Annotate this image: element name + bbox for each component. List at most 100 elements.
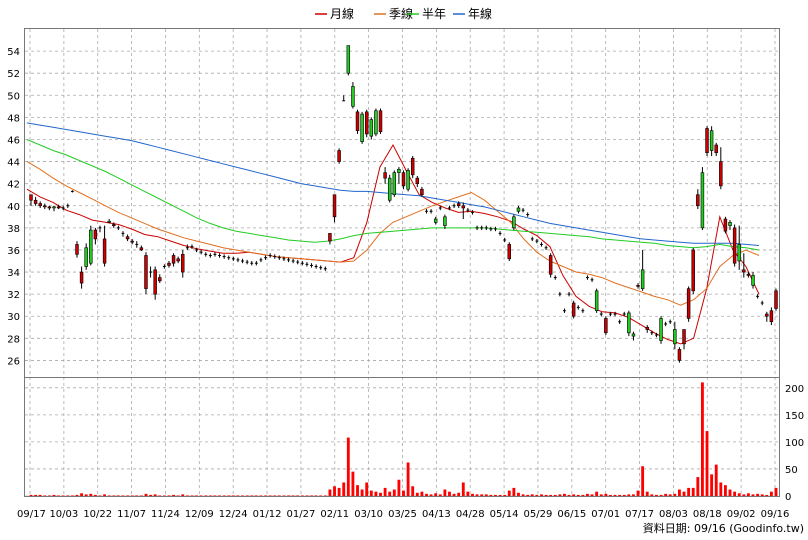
volume-bar (268, 495, 272, 496)
candle-body (176, 258, 180, 262)
candle-body (433, 218, 438, 223)
candle (599, 311, 603, 317)
x-tick-label: 03/25 (388, 509, 417, 520)
candle (415, 175, 420, 187)
candle (526, 212, 530, 217)
volume-bar (93, 494, 97, 496)
volume-bar (461, 482, 465, 496)
x-tick-label: 12/24 (219, 509, 248, 520)
candle (277, 255, 281, 260)
volume-bar (645, 491, 649, 496)
candle (594, 288, 599, 313)
volume-bar (567, 494, 571, 496)
volume-bar (172, 494, 175, 496)
candle-body (415, 177, 420, 184)
candle-body (604, 318, 608, 334)
volume-bar (199, 495, 203, 496)
candle (112, 222, 116, 228)
candle-body (93, 229, 98, 240)
volume-bar (103, 494, 107, 496)
volume-bar (406, 462, 410, 496)
candle (618, 319, 622, 324)
volume-bar (415, 492, 419, 496)
candle-body (79, 271, 84, 284)
price-tick-label: 54 (7, 47, 20, 58)
volume-bar (760, 494, 764, 496)
volume-bar (379, 492, 382, 496)
candle (471, 210, 474, 215)
volume-bar (116, 495, 120, 496)
candle (218, 253, 221, 258)
volume-bar (650, 494, 654, 496)
candle-body (392, 172, 397, 196)
volume-tick-label: 200 (785, 384, 804, 395)
candle-body (171, 255, 176, 264)
candle-body (732, 227, 737, 264)
volume-bar (98, 495, 102, 496)
volume-bar (218, 495, 221, 496)
volume-tick-label: 50 (785, 465, 798, 476)
candle-body (696, 194, 700, 207)
candle (61, 205, 65, 211)
candle (89, 225, 93, 266)
volume-bar (346, 437, 350, 496)
x-tick-label: 01/12 (253, 509, 282, 520)
candle (213, 252, 217, 257)
volume-bar (397, 479, 401, 496)
candle-body (456, 203, 461, 207)
candle (342, 95, 346, 102)
volume-bar (452, 493, 456, 496)
candle-body (355, 111, 360, 131)
candle (530, 236, 534, 242)
svg-text:月線: 月線 (330, 6, 354, 21)
candle (765, 311, 769, 322)
volume-bar (540, 494, 543, 496)
volume-bar (365, 482, 369, 496)
candle-body (769, 310, 774, 323)
volume-bar (507, 490, 511, 496)
volume-bar (475, 494, 479, 496)
candle (484, 225, 488, 231)
candle (231, 256, 235, 261)
volume-bar (471, 493, 474, 496)
candle (673, 321, 677, 350)
volume-bar (438, 494, 442, 496)
volume-bar (369, 490, 373, 496)
candle-body (374, 110, 378, 135)
volume-bar (273, 495, 277, 496)
candle (443, 214, 447, 229)
price-tick-label: 50 (7, 91, 20, 102)
volume-bar (618, 494, 622, 496)
volume-bar (66, 495, 70, 496)
candle (732, 224, 737, 267)
volume-bar (61, 495, 65, 496)
candle-body (401, 172, 406, 187)
x-tick-label: 04/13 (422, 509, 451, 520)
volume-bar (356, 485, 359, 496)
candle (682, 329, 686, 350)
candle-body (387, 177, 392, 201)
candle (29, 194, 33, 206)
volume-bar (135, 495, 139, 496)
candle-body (746, 273, 751, 276)
candle (222, 254, 226, 259)
candle (236, 257, 240, 263)
candle-body (125, 236, 130, 240)
candle-body (751, 275, 755, 286)
volume-bar (737, 493, 741, 496)
volume-bar (333, 486, 336, 496)
candle (521, 207, 525, 213)
candle (98, 225, 102, 233)
volume-bar (185, 495, 189, 496)
candle (296, 259, 300, 265)
volume-bar (590, 494, 594, 496)
candle (535, 238, 539, 244)
candle (107, 219, 111, 224)
volume-bar (636, 490, 640, 496)
candle (287, 257, 290, 263)
candle-body (383, 172, 387, 179)
volume-bar (521, 494, 525, 496)
volume-bar (457, 492, 461, 496)
volume-bar (494, 494, 497, 496)
candle-body (443, 216, 447, 226)
